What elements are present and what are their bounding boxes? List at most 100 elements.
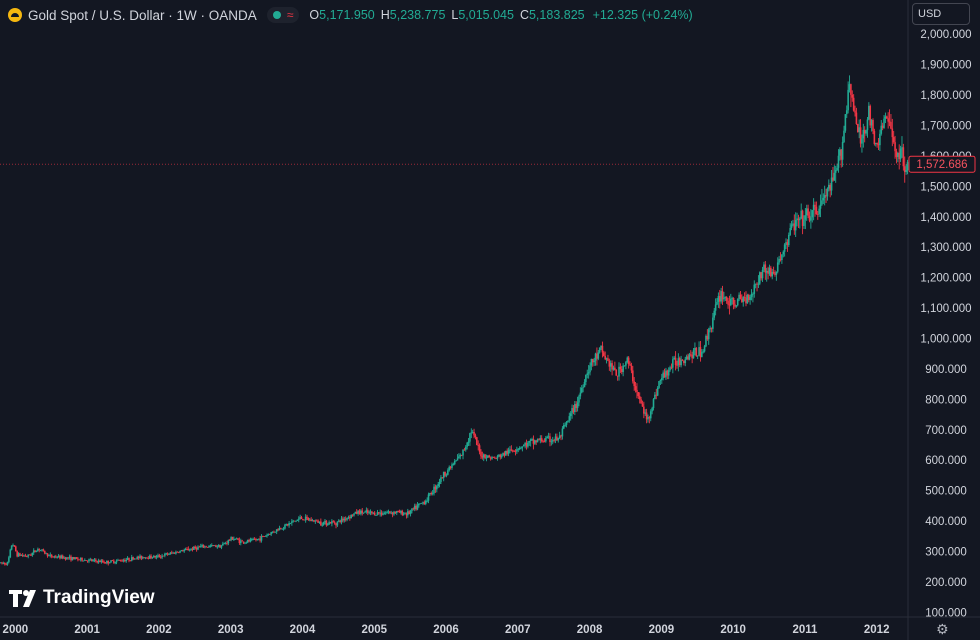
candle bbox=[362, 512, 365, 514]
candle bbox=[805, 204, 808, 221]
x-tick-label: 2005 bbox=[361, 624, 387, 636]
candle bbox=[750, 289, 753, 301]
candle bbox=[49, 552, 52, 558]
candle bbox=[141, 556, 144, 560]
candle bbox=[95, 558, 97, 563]
candle bbox=[660, 373, 663, 384]
candle bbox=[278, 525, 281, 531]
candle bbox=[315, 519, 318, 522]
candle bbox=[158, 553, 161, 558]
candle bbox=[416, 502, 419, 511]
candle bbox=[235, 537, 238, 540]
candle bbox=[467, 438, 470, 446]
market-status[interactable]: ≈ bbox=[266, 7, 300, 23]
candle bbox=[220, 544, 223, 550]
candle bbox=[502, 452, 504, 457]
candle bbox=[629, 361, 631, 366]
candle bbox=[365, 507, 368, 514]
candle bbox=[215, 544, 217, 548]
y-tick-label: 800.000 bbox=[925, 394, 967, 406]
candle bbox=[404, 512, 406, 515]
candle bbox=[310, 517, 312, 522]
settings-gear-icon[interactable]: ⚙ bbox=[936, 621, 949, 637]
candle bbox=[59, 554, 61, 560]
candle bbox=[594, 352, 597, 366]
candle bbox=[424, 499, 427, 506]
candle bbox=[699, 340, 702, 362]
candle bbox=[872, 118, 874, 135]
candle bbox=[608, 358, 611, 371]
candle bbox=[691, 351, 693, 364]
candle bbox=[506, 448, 508, 456]
candle bbox=[677, 353, 680, 372]
candle bbox=[832, 167, 834, 182]
candle bbox=[347, 515, 350, 520]
candle bbox=[834, 165, 837, 183]
candle bbox=[104, 561, 107, 564]
candle bbox=[543, 438, 546, 443]
candle bbox=[182, 549, 184, 552]
candle bbox=[84, 558, 86, 561]
candle bbox=[498, 454, 500, 457]
candle bbox=[794, 212, 797, 238]
candle bbox=[368, 510, 370, 515]
candle bbox=[705, 334, 707, 348]
candle bbox=[248, 538, 250, 543]
candle bbox=[825, 188, 827, 203]
candle bbox=[14, 545, 17, 552]
candle bbox=[615, 369, 618, 376]
candle bbox=[551, 436, 554, 445]
candle bbox=[190, 548, 192, 551]
candle bbox=[393, 510, 395, 516]
candle bbox=[491, 455, 493, 460]
candle bbox=[658, 380, 660, 389]
candle bbox=[331, 519, 333, 527]
candle bbox=[493, 456, 496, 459]
candle bbox=[749, 294, 751, 305]
symbol-title[interactable]: Gold Spot / U.S. Dollar · 1W · OANDA bbox=[28, 7, 257, 23]
candle bbox=[103, 560, 105, 564]
candle bbox=[509, 446, 511, 454]
candle bbox=[426, 497, 428, 503]
candle bbox=[423, 500, 426, 505]
candle bbox=[898, 144, 901, 170]
candle bbox=[39, 549, 42, 552]
candle bbox=[680, 355, 682, 368]
candle bbox=[576, 396, 579, 412]
candle bbox=[641, 400, 644, 407]
candle bbox=[34, 550, 36, 553]
candle bbox=[869, 104, 872, 128]
candle bbox=[447, 468, 449, 476]
candle bbox=[139, 554, 141, 560]
currency-selector[interactable]: USD bbox=[912, 3, 970, 25]
candle bbox=[96, 560, 99, 564]
candle bbox=[280, 527, 282, 530]
candle bbox=[242, 541, 245, 544]
tradingview-logo[interactable]: TradingView bbox=[9, 587, 155, 609]
candle bbox=[282, 526, 285, 531]
candle bbox=[906, 159, 909, 175]
ohlc-high: H5,238.775 bbox=[380, 8, 446, 22]
candle bbox=[179, 550, 181, 554]
candle bbox=[117, 558, 119, 561]
candle bbox=[444, 471, 446, 478]
candle bbox=[322, 521, 325, 526]
candle bbox=[132, 556, 134, 561]
candle bbox=[632, 365, 634, 384]
candle bbox=[26, 555, 28, 558]
candle bbox=[5, 562, 7, 566]
candle bbox=[781, 254, 783, 264]
candle bbox=[411, 508, 413, 514]
candle bbox=[343, 516, 346, 523]
candle bbox=[107, 560, 110, 566]
candle bbox=[546, 435, 549, 439]
candle bbox=[186, 547, 188, 551]
candle bbox=[106, 560, 108, 565]
candle bbox=[8, 555, 10, 564]
candle bbox=[901, 136, 903, 158]
candle bbox=[787, 232, 790, 247]
candle bbox=[874, 142, 877, 147]
candle bbox=[738, 292, 740, 302]
candle bbox=[782, 250, 785, 258]
